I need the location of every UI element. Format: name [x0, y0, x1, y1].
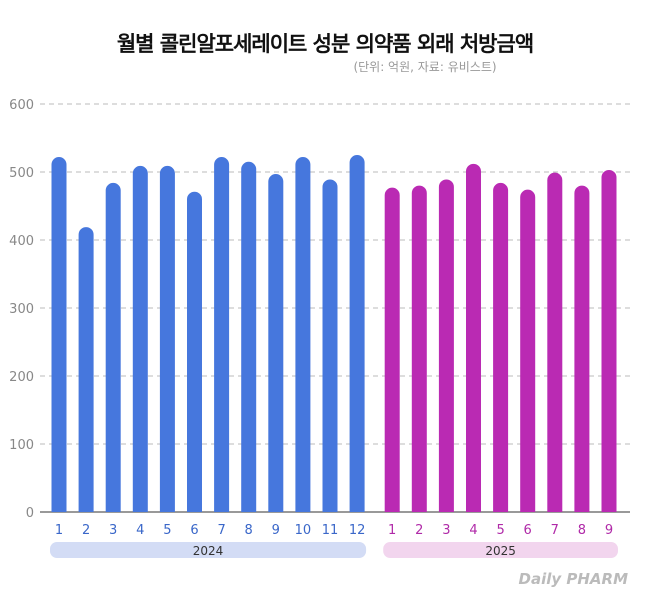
x-tick-label: 2 — [415, 523, 423, 538]
x-tick-label: 8 — [578, 523, 586, 538]
bar-2025-2 — [411, 185, 427, 512]
bar-2025-5 — [493, 182, 509, 513]
x-tick-label: 7 — [551, 523, 559, 538]
bar-2024-1 — [51, 157, 67, 512]
y-tick-label: 300 — [9, 302, 34, 317]
bar-2024-6 — [187, 191, 202, 512]
year-band-2025 — [383, 542, 618, 558]
y-tick-label: 0 — [26, 506, 34, 521]
x-tick-label: 2 — [82, 523, 90, 538]
x-tick-label: 5 — [163, 523, 171, 538]
x-tick-label: 1 — [388, 523, 396, 538]
bar-2025-9 — [601, 169, 617, 512]
bar-2024-8 — [241, 161, 257, 513]
bar-2024-9 — [268, 174, 284, 512]
x-tick-label: 8 — [245, 523, 253, 538]
bar-2025-7 — [547, 172, 563, 513]
bar-2024-12 — [349, 155, 365, 513]
y-tick-label: 100 — [9, 438, 34, 453]
y-tick-label: 500 — [9, 166, 34, 181]
x-tick-label: 3 — [442, 523, 450, 538]
bar-2025-8 — [574, 185, 590, 512]
bar-2025-3 — [438, 179, 454, 512]
bar-2025-1 — [384, 187, 400, 512]
x-tick-label: 5 — [496, 523, 504, 538]
dailypharm-logo: Daily PHARM — [518, 570, 629, 588]
bar-2025-4 — [466, 163, 481, 512]
x-tick-label: 4 — [469, 523, 477, 538]
y-tick-label: 600 — [9, 98, 34, 113]
x-tick-label: 1 — [55, 523, 63, 538]
x-tick-label: 9 — [272, 523, 280, 538]
x-tick-label: 6 — [190, 523, 198, 538]
x-tick-label: 3 — [109, 523, 117, 538]
bar-2024-7 — [214, 157, 230, 512]
x-tick-label: 10 — [295, 523, 312, 538]
year-band-2024 — [50, 542, 367, 558]
year-label: 2025 — [485, 544, 516, 558]
x-tick-label: 12 — [349, 523, 366, 538]
x-tick-label: 11 — [322, 523, 339, 538]
y-tick-label: 400 — [9, 234, 34, 249]
x-tick-label: 6 — [524, 523, 532, 538]
year-label: 2024 — [193, 544, 224, 558]
x-tick-label: 4 — [136, 523, 144, 538]
chart-title: 월별 콜린알포세레이트 성분 의약품 외래 처방금액 — [116, 32, 534, 56]
bar-2024-10 — [295, 157, 311, 512]
y-tick-label: 200 — [9, 370, 34, 385]
bar-2024-11 — [322, 179, 338, 512]
chart-subtitle: (단위: 억원, 자료: 유비스트) — [353, 60, 497, 74]
bar-2024-4 — [132, 165, 148, 512]
bar-2024-5 — [159, 165, 175, 512]
x-tick-label: 7 — [217, 523, 225, 538]
bar-2025-6 — [520, 189, 536, 512]
x-tick-label: 9 — [605, 523, 613, 538]
bar-2024-2 — [78, 227, 94, 512]
bar-2024-3 — [105, 182, 121, 513]
